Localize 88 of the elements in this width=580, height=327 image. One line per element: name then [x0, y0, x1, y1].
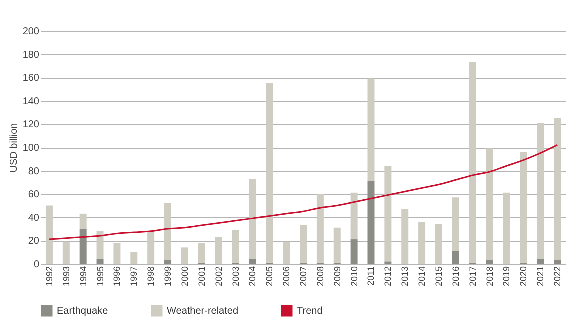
bar: [130, 252, 138, 264]
bar: [350, 240, 358, 264]
x-tick-label: 2007: [298, 266, 308, 287]
bar: [300, 226, 307, 263]
x-tick-label: 2002: [214, 266, 224, 287]
bar: [62, 242, 70, 264]
legend-label: Earthquake: [57, 306, 109, 317]
y-tick-label: 140: [22, 96, 40, 108]
x-tick-label: 2004: [248, 266, 258, 287]
y-tick-label: 60: [28, 190, 40, 201]
x-tick-label: 2005: [264, 266, 275, 287]
x-tick-label: 2016: [450, 266, 461, 287]
bar: [520, 152, 528, 263]
x-tick-label: 2000: [180, 266, 190, 287]
bar: [114, 243, 121, 264]
bar: [537, 259, 544, 264]
y-tick-label: 80: [28, 166, 40, 178]
bar: [96, 231, 104, 260]
legend-label: Weather-related: [167, 306, 239, 317]
bar: [537, 123, 544, 260]
bar: [350, 192, 358, 240]
x-tick-label: 2015: [434, 266, 444, 287]
bar: [554, 118, 562, 261]
legend-label: Trend: [297, 306, 323, 317]
bar: [469, 62, 476, 263]
bar: [368, 181, 375, 264]
x-tick-label: 2014: [417, 266, 428, 287]
y-tick-label: 120: [22, 120, 40, 131]
x-tick-label: 2019: [502, 266, 512, 287]
x-tick-label: 1994: [78, 266, 88, 287]
y-tick-label: 180: [22, 50, 40, 61]
y-tick-label: 100: [22, 143, 40, 154]
x-tick-label: 2003: [230, 266, 241, 287]
bar: [80, 214, 87, 230]
bar: [486, 148, 494, 261]
x-tick-label: 1998: [146, 266, 156, 287]
bar: [164, 260, 172, 264]
x-tick-label: 2011: [366, 266, 376, 286]
y-tick-label: 0: [34, 260, 40, 270]
bar: [198, 243, 206, 263]
y-tick-label: 40: [28, 212, 40, 224]
bar: [554, 260, 562, 264]
x-tick-label: 2012: [383, 266, 394, 287]
x-tick-label: 2013: [400, 266, 410, 287]
bar: [384, 166, 392, 262]
y-tick-label: 160: [22, 73, 40, 84]
bar: [164, 203, 172, 261]
x-tick-label: 2021: [536, 266, 546, 287]
bar: [452, 251, 460, 264]
bar: [283, 242, 290, 264]
bar: [232, 230, 240, 263]
x-tick-label: 1999: [163, 266, 174, 287]
x-tick-label: 1992: [44, 266, 54, 287]
bar: [435, 224, 442, 264]
bar: [249, 259, 256, 264]
x-tick-label: 2018: [484, 266, 495, 287]
bar: [46, 206, 53, 264]
bar: [486, 260, 494, 264]
bar: [418, 222, 426, 264]
bar: [181, 248, 188, 264]
bar: [368, 78, 375, 182]
bar: [503, 192, 510, 264]
x-tick-label: 1997: [129, 266, 140, 287]
x-tick-label: 2008: [315, 266, 326, 287]
y-tick-label: 20: [28, 236, 40, 248]
bar: [334, 228, 341, 263]
bar: [148, 231, 155, 264]
x-tick-label: 2006: [282, 266, 292, 287]
x-tick-label: 2022: [552, 266, 563, 287]
y-tick-label: 200: [22, 26, 40, 38]
x-tick-label: 2017: [468, 266, 478, 287]
bar: [249, 178, 256, 260]
x-tick-label: 2020: [518, 266, 529, 287]
y-axis-title: USD billion: [8, 123, 20, 173]
x-tick-label: 1996: [112, 266, 122, 287]
line-series: [48, 144, 558, 240]
bar: [316, 194, 324, 263]
x-tick-label: 1995: [95, 266, 106, 287]
x-tick-label: 2009: [332, 266, 342, 287]
x-tick-label: 2010: [349, 266, 360, 287]
bar: [80, 229, 87, 264]
x-tick-label: 1993: [61, 266, 72, 287]
bar: [266, 83, 274, 263]
x-tick-label: 2001: [196, 266, 207, 287]
bar: [452, 198, 460, 252]
bar: [215, 237, 222, 264]
bar: [96, 259, 104, 264]
bar: [402, 209, 409, 264]
